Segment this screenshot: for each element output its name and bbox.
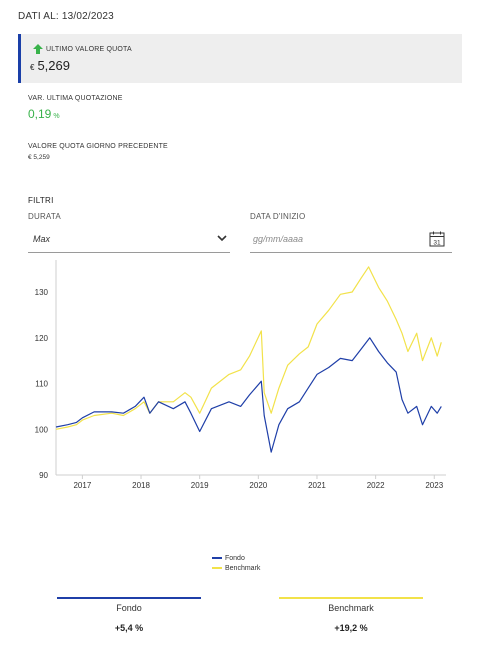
variation-unit: % bbox=[53, 113, 60, 120]
summary-name-fondo: Fondo bbox=[116, 603, 142, 613]
chevron-down-icon bbox=[217, 235, 227, 242]
last-quota-panel: ULTIMO VALORE QUOTA €5,269 bbox=[18, 34, 462, 83]
last-quota-label: ULTIMO VALORE QUOTA bbox=[46, 45, 132, 53]
previous-quota-value: € 5,259 bbox=[28, 154, 50, 161]
legend-swatch-benchmark bbox=[212, 567, 222, 569]
x-tick-label: 2023 bbox=[425, 481, 443, 490]
summary-value-benchmark: +19,2 % bbox=[334, 623, 368, 633]
summary-value-fondo: +5,4 % bbox=[114, 623, 144, 633]
y-tick-label: 120 bbox=[35, 334, 49, 343]
x-tick-label: 2018 bbox=[132, 481, 150, 490]
y-tick-label: 130 bbox=[35, 288, 49, 297]
x-tick-label: 2021 bbox=[308, 481, 326, 490]
x-tick-label: 2020 bbox=[249, 481, 267, 490]
variation-value: 0,19 bbox=[28, 107, 52, 121]
x-tick-label: 2022 bbox=[367, 481, 385, 490]
variation-value-row: 0,19% bbox=[28, 107, 60, 121]
last-quota-value: 5,269 bbox=[37, 58, 70, 73]
x-tick-label: 2017 bbox=[73, 481, 91, 490]
duration-selected-value: Max bbox=[33, 234, 51, 244]
calendar-day-text: 31 bbox=[433, 239, 441, 246]
previous-quota-label: VALORE QUOTA GIORNO PRECEDENTE bbox=[28, 143, 168, 150]
last-quota-label-row: ULTIMO VALORE QUOTA bbox=[33, 44, 132, 54]
start-date-field: 31 bbox=[250, 228, 452, 253]
last-quota-value-row: €5,269 bbox=[30, 58, 70, 73]
legend-item-fondo: Fondo bbox=[212, 553, 260, 563]
summary-fondo: Fondo +5,4 % bbox=[57, 597, 201, 633]
calendar-icon[interactable]: 31 bbox=[429, 231, 445, 247]
legend-label-benchmark: Benchmark bbox=[225, 564, 261, 572]
y-tick-label: 110 bbox=[35, 380, 48, 389]
summary-line-fondo bbox=[57, 597, 201, 599]
summary-benchmark: Benchmark +19,2 % bbox=[279, 597, 423, 633]
x-tick-label: 2019 bbox=[191, 481, 209, 490]
currency-symbol: € bbox=[30, 63, 35, 72]
y-tick-label: 90 bbox=[39, 471, 48, 480]
legend-item-benchmark: Benchmark bbox=[212, 563, 260, 573]
performance-chart: 90 100 110 120 130 2017 2018 2019 2020 2021 2022 20… bbox=[35, 260, 446, 490]
y-tick-label: 100 bbox=[35, 425, 49, 434]
legend-swatch-fondo bbox=[212, 557, 222, 559]
duration-label: DURATA bbox=[28, 212, 61, 221]
summary-name-benchmark: Benchmark bbox=[328, 603, 374, 613]
series-line-benchmark bbox=[55, 266, 442, 430]
start-date-input[interactable] bbox=[253, 231, 413, 247]
series-line-fondo bbox=[55, 337, 442, 453]
arrow-up-icon bbox=[33, 44, 43, 54]
data-date-label: DATI AL: 13/02/2023 bbox=[18, 11, 114, 22]
variation-label: VAR. ULTIMA QUOTAZIONE bbox=[28, 95, 123, 102]
filters-title: FILTRI bbox=[28, 196, 54, 205]
duration-select[interactable]: Max bbox=[28, 228, 230, 253]
legend-label-fondo: Fondo bbox=[225, 554, 245, 562]
start-date-label: DATA D'INIZIO bbox=[250, 212, 306, 221]
summary-line-benchmark bbox=[279, 597, 423, 599]
chart-legend: Fondo Benchmark bbox=[212, 553, 260, 573]
